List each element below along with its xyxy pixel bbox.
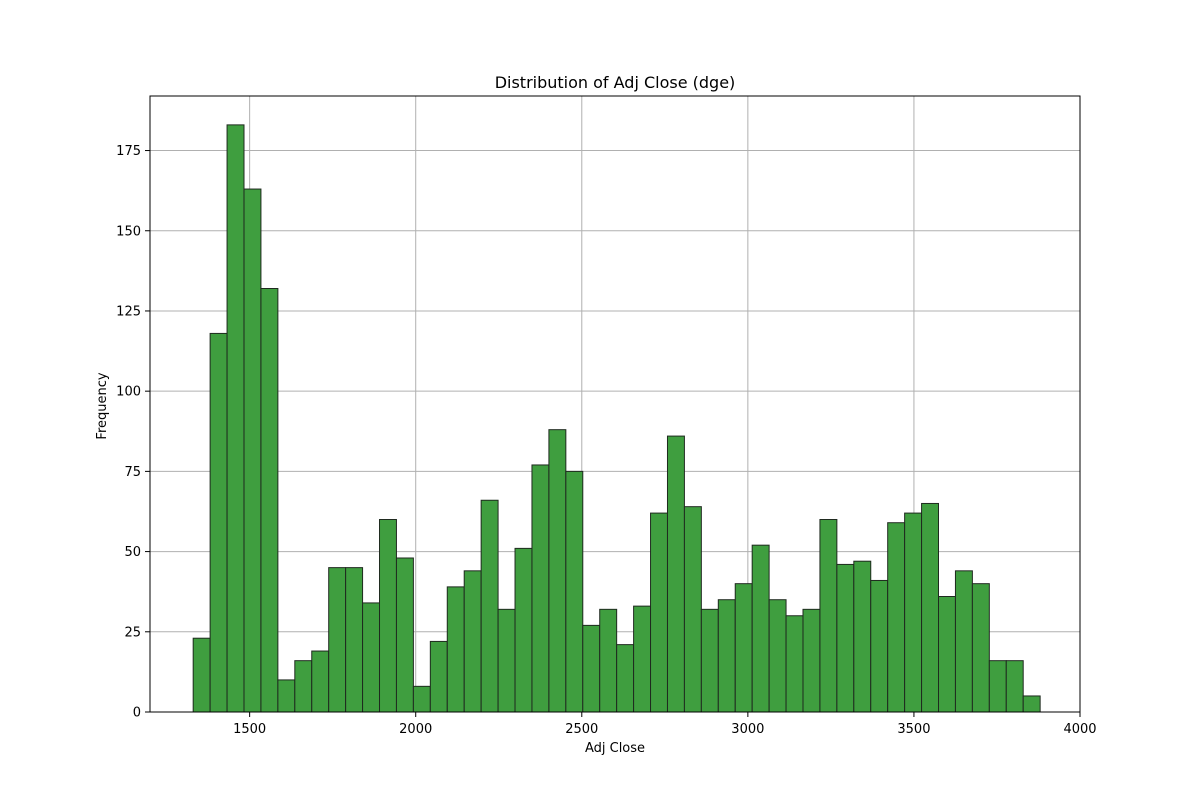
histogram-bar [785,615,804,713]
histogram-bar [463,570,482,713]
x-axis-ticks: 1500 2000 2500 3000 3500 4000 [233,712,1097,737]
x-axis-label: Adj Close [585,741,645,756]
y-tick-label: 0 [133,706,141,721]
y-axis-label: Frequency [95,372,110,439]
histogram-bar [887,522,906,713]
histogram-bar [616,644,635,713]
histogram-bar [531,464,550,713]
y-tick-label: 125 [116,304,141,319]
histogram-bar [666,435,685,713]
histogram-bar [971,583,990,713]
histogram-bar [819,519,838,713]
y-axis-ticks: 0 25 50 75 100 125 150 175 [116,144,150,721]
histogram-bar [192,637,211,713]
histogram-bar [328,567,347,713]
axes-frame [149,95,1081,713]
histogram-bar [243,188,262,713]
histogram-bar [395,557,414,713]
y-tick-label: 25 [124,625,141,640]
histogram-bar [954,570,973,713]
x-tick-label: 4000 [1063,722,1096,737]
histogram-bar [683,506,702,713]
x-tick-label: 3000 [731,722,764,737]
x-tick-label: 3500 [897,722,930,737]
histogram-bar [277,679,296,713]
histogram-bar [226,124,245,713]
histogram-bar [311,650,330,713]
histogram-bar [802,608,821,713]
histogram-bar [379,519,397,713]
histogram-bar [650,512,668,713]
histogram-bar [988,660,1007,713]
histogram-bar [548,429,567,713]
histogram-bar [751,544,770,713]
histogram-bar [717,599,736,713]
histogram-bar [768,599,787,713]
histogram-bars [192,124,1041,713]
x-tick-label: 2500 [565,722,598,737]
histogram-bar [260,288,279,713]
histogram-bar [582,624,601,713]
histogram-bar [565,470,584,713]
x-tick-label: 1500 [233,722,266,737]
histogram-bar [633,605,652,713]
histogram-bar [1005,660,1024,713]
histogram-bar [700,608,719,713]
x-tick-label: 2000 [399,722,432,737]
histogram-bar [870,579,889,713]
histogram-bar [429,640,448,713]
y-tick-label: 175 [116,144,141,159]
histogram-bar [480,499,499,713]
histogram-bar [836,563,855,713]
histogram-bar [904,512,923,713]
histogram-bar [514,547,533,713]
chart-title: Distribution of Adj Close (dge) [495,73,736,92]
y-tick-label: 50 [124,545,141,560]
histogram-bar [599,608,618,713]
y-tick-label: 75 [124,465,141,480]
histogram-bar [921,502,940,713]
histogram-bar [209,332,228,713]
y-tick-label: 100 [116,385,141,400]
histogram-bar [362,602,381,713]
histogram-bar [412,685,431,713]
histogram-bar [853,560,872,713]
histogram-bar [1022,695,1041,713]
histogram-bar [938,596,956,713]
histogram-bar [734,583,753,713]
histogram-bar [294,660,313,713]
histogram-bar [497,608,516,713]
y-tick-label: 150 [116,224,141,239]
histogram-bar [446,586,465,713]
histogram-bar [345,567,364,713]
